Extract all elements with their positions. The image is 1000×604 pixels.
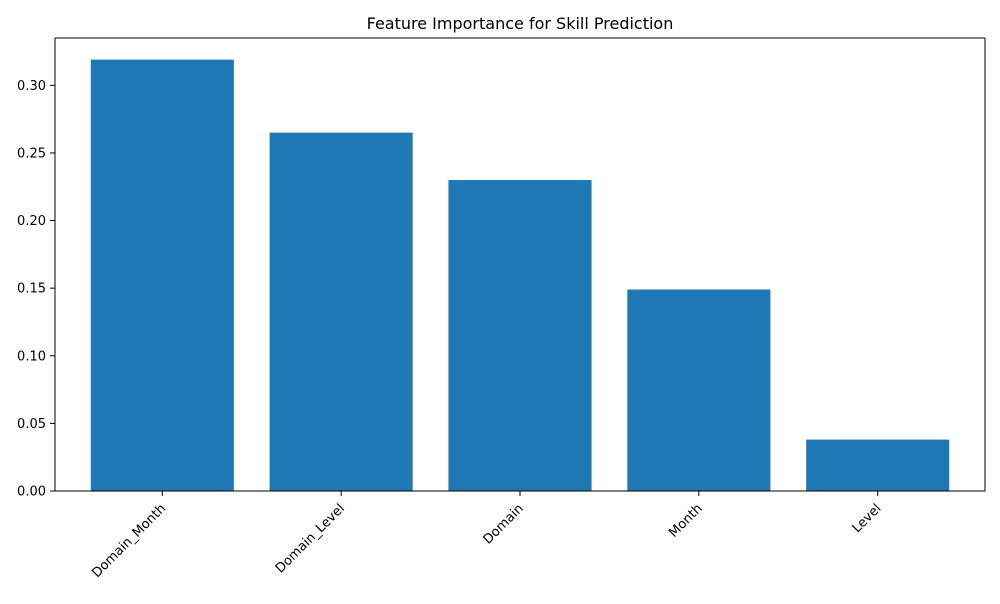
bar-domain-month xyxy=(90,59,234,491)
y-tick-label: 0.30 xyxy=(17,79,46,94)
bar-month xyxy=(627,289,771,491)
y-tick-label: 0.25 xyxy=(17,146,46,161)
plot-frame xyxy=(54,37,986,492)
bars-layer xyxy=(90,59,950,491)
y-axis: 0.00 0.05 0.10 0.15 0.20 0.25 0.30 xyxy=(17,79,55,500)
bar-domain xyxy=(448,179,592,491)
y-tick-label: 0.00 xyxy=(17,485,46,500)
x-tick-label: Month xyxy=(666,501,705,540)
x-tick-label: Domain_Level xyxy=(273,501,348,576)
x-tick-label: Domain_Month xyxy=(89,501,169,581)
y-tick-label: 0.10 xyxy=(17,349,46,364)
x-tick-label: Level xyxy=(850,501,885,536)
y-tick-label: 0.05 xyxy=(17,417,46,432)
x-tick-label: Domain xyxy=(481,501,527,547)
y-tick-label: 0.20 xyxy=(17,214,46,229)
x-axis: Domain_Month Domain_Level Domain Month Level xyxy=(89,491,885,581)
bar-domain-level xyxy=(269,132,413,491)
y-tick-label: 0.15 xyxy=(17,282,46,297)
bar-level xyxy=(806,439,950,491)
chart-title: Feature Importance for Skill Prediction xyxy=(367,14,674,33)
